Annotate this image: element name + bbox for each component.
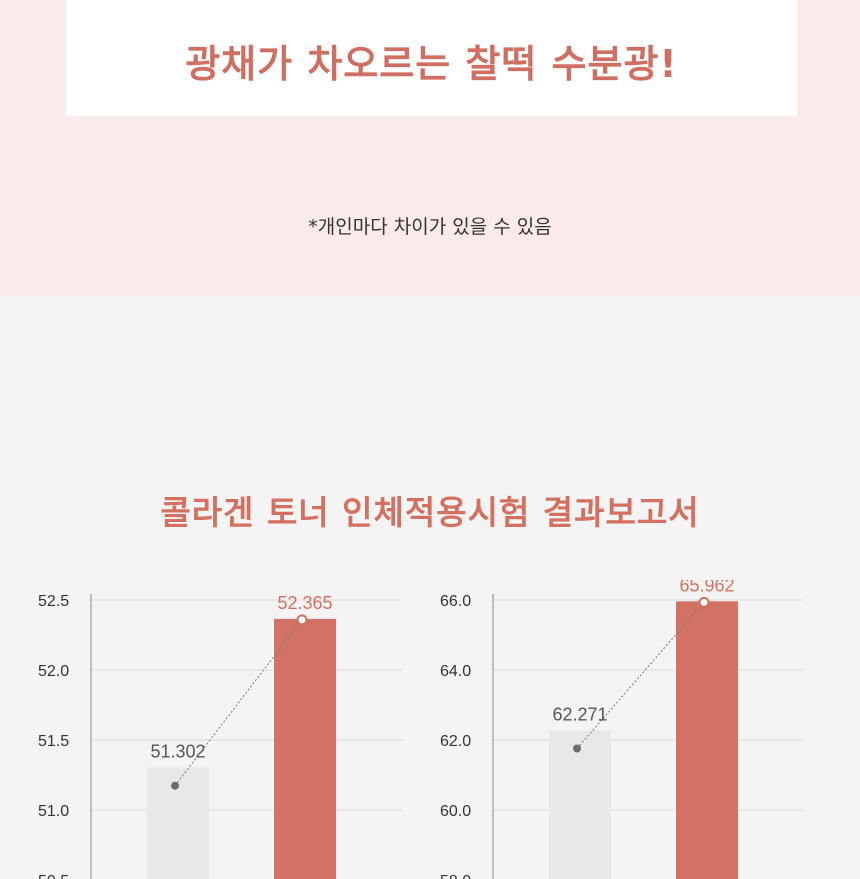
bar bbox=[549, 730, 611, 879]
trend-line bbox=[576, 602, 705, 749]
headline-box: 광채가 차오르는 찰떡 수분광! bbox=[66, 0, 797, 116]
y-tick-label: 52.0 bbox=[38, 663, 69, 680]
chart-left-svg: 50.5 51.0 51.5 52.0 52.5 51.302 52.365 bbox=[38, 593, 402, 879]
chart-left: 50.5 51.0 51.5 52.0 52.5 51.302 52.365 bbox=[38, 580, 410, 879]
data-label: 51.302 bbox=[150, 742, 205, 762]
y-tick-label: 52.5 bbox=[38, 593, 69, 610]
y-tick-label: 51.5 bbox=[38, 733, 69, 750]
bar bbox=[274, 618, 336, 879]
headline: 광채가 차오르는 찰떡 수분광! bbox=[185, 41, 678, 86]
y-tick-label: 60.0 bbox=[440, 803, 471, 820]
point-marker bbox=[573, 744, 581, 753]
y-tick-label: 51.0 bbox=[38, 803, 69, 820]
point-marker bbox=[171, 781, 179, 790]
y-tick-label: 66.0 bbox=[440, 593, 471, 610]
data-label: 65.962 bbox=[679, 580, 734, 595]
data-label: 62.271 bbox=[552, 705, 607, 725]
trend-line bbox=[174, 619, 303, 787]
data-label: 52.365 bbox=[277, 593, 332, 613]
bar bbox=[676, 601, 738, 879]
chart-right: 58.0 60.0 62.0 64.0 66.0 62.271 65.962 bbox=[440, 580, 812, 879]
chart-right-svg: 58.0 60.0 62.0 64.0 66.0 62.271 65.962 bbox=[440, 580, 804, 879]
y-tick-label: 62.0 bbox=[440, 733, 471, 750]
y-tick-label: 64.0 bbox=[440, 663, 471, 680]
section-title: 콜라겐 토너 인체적용시험 결과보고서 bbox=[160, 493, 700, 532]
y-tick-label: 58.0 bbox=[440, 873, 471, 879]
point-marker bbox=[296, 614, 308, 626]
y-tick-label: 50.5 bbox=[38, 873, 69, 879]
disclaimer-note: *개인마다 차이가 있을 수 있음 bbox=[308, 216, 552, 238]
point-marker bbox=[698, 596, 710, 608]
